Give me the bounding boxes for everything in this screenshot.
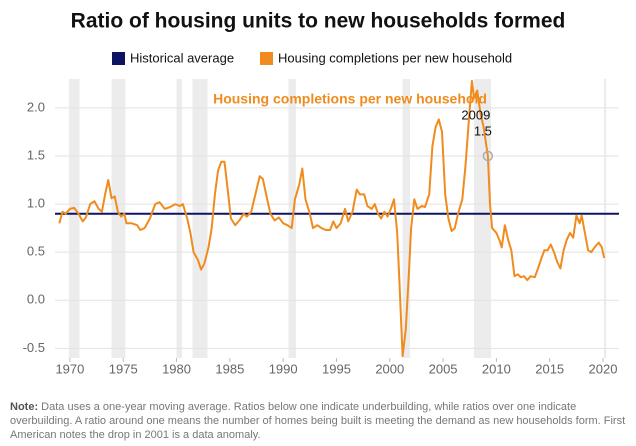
y-tick-label: -0.5	[23, 340, 45, 355]
series-label: Housing completions per new household	[213, 91, 487, 107]
series-line	[58, 79, 606, 358]
shaded-period	[176, 79, 182, 358]
highlight-label: 2009	[461, 107, 490, 122]
chart: Ratio of housing units to new households…	[23, 10, 619, 376]
note: Note: Data uses a one-year moving averag…	[10, 400, 626, 442]
y-tick-label: 1.0	[27, 196, 45, 211]
x-tick-label: 1970	[55, 361, 84, 376]
legend-label: Housing completions per new household	[278, 50, 512, 65]
shaded-period	[111, 79, 126, 358]
shaded-period	[402, 79, 411, 358]
legend-swatch	[112, 52, 125, 65]
x-tick-label: 2020	[589, 361, 618, 376]
shaded-period	[68, 79, 80, 358]
chart-title: Ratio of housing units to new households…	[71, 10, 566, 33]
x-tick-label: 1985	[215, 361, 244, 376]
x-tick-label: 1995	[322, 361, 351, 376]
x-tick-label: 2015	[535, 361, 564, 376]
y-tick-label: 0.5	[27, 244, 45, 259]
y-tick-label: 2.0	[27, 99, 45, 114]
x-tick-label: 1980	[162, 361, 191, 376]
y-tick-label: 1.5	[27, 147, 45, 162]
legend-label: Historical average	[130, 50, 234, 65]
x-tick-label: 2000	[375, 361, 404, 376]
x-tick-label: 2010	[482, 361, 511, 376]
shaded-period	[192, 79, 208, 358]
x-tick-label: 1975	[109, 361, 138, 376]
highlight-point	[482, 150, 494, 162]
legend-swatch	[260, 52, 273, 65]
x-tick-label: 1990	[269, 361, 298, 376]
shaded-period	[604, 79, 607, 358]
note-label: Note:	[10, 401, 39, 413]
highlight-value: 1.5	[474, 123, 492, 138]
note-text: Data uses a one-year moving average. Rat…	[10, 401, 626, 441]
x-tick-label: 2005	[429, 361, 458, 376]
y-tick-label: 0.0	[27, 292, 45, 307]
